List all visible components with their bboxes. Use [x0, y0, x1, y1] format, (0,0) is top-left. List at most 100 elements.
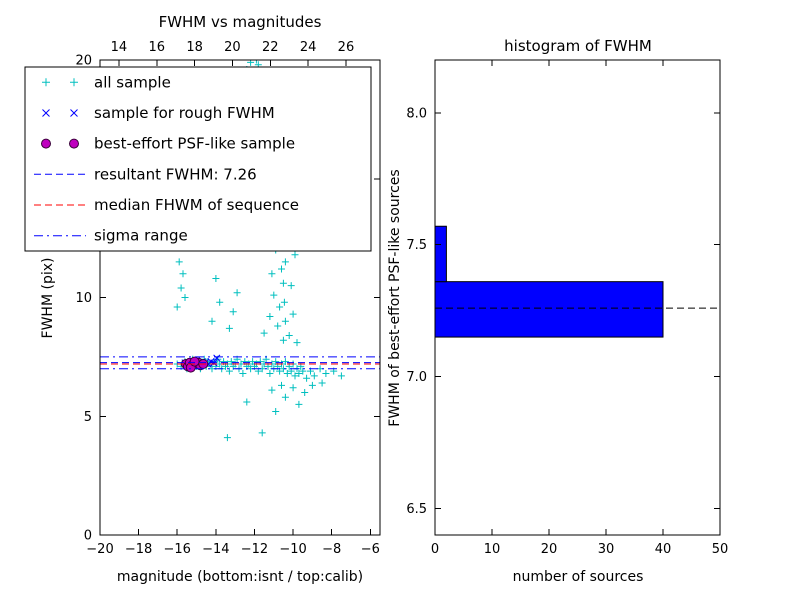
legend-label: sigma range	[94, 227, 188, 245]
scatter-point-plus	[291, 372, 299, 380]
scatter-point-plus	[308, 381, 316, 389]
scatter-point-plus	[285, 332, 293, 339]
right-plot-title: histogram of FWHM	[504, 37, 652, 55]
right-xtick-label: 0	[431, 542, 439, 557]
scatter-point-plus	[223, 434, 231, 442]
right-plot-frame	[434, 59, 721, 536]
scatter-point-plus	[274, 322, 282, 330]
scatter-point-plus	[173, 303, 181, 311]
scatter-point-plus	[303, 374, 311, 382]
scatter-point-plus	[266, 313, 274, 320]
left-plot-xlabel: magnitude (bottom:isnt / top:calib)	[117, 569, 363, 585]
legend-circle-icon	[69, 138, 79, 149]
right-ytick-label: 8.0	[406, 106, 427, 121]
scatter-point-plus	[249, 358, 257, 366]
legend-label: sample for rough FWHM	[94, 104, 275, 122]
calib-xtick-label: 24	[300, 40, 317, 55]
left-ytick-label: 20	[75, 54, 92, 69]
scatter-point-plus	[337, 372, 345, 380]
right-xtick-label: 30	[598, 542, 615, 557]
scatter-point-plus	[318, 379, 326, 387]
histogram-bar	[434, 225, 447, 283]
scatter-point-plus	[239, 370, 247, 377]
scatter-point-circle	[189, 356, 200, 367]
right-xtick-label: 40	[655, 542, 672, 557]
scatter-point-plus	[252, 60, 260, 64]
scatter-point-plus	[225, 367, 233, 375]
scatter-point-plus	[289, 310, 297, 318]
scatter-point-plus	[266, 370, 274, 377]
scatter-point-plus	[179, 270, 187, 278]
right-ytick-label: 7.5	[406, 238, 427, 253]
scatter-point-plus	[229, 308, 237, 316]
legend-label: best-effort PSF-like sample	[94, 135, 295, 153]
scatter-point-plus	[225, 324, 233, 332]
scatter-point-plus	[295, 400, 303, 408]
scatter-point-plus	[280, 298, 288, 306]
scatter-point-plus	[268, 386, 276, 394]
left-plot-title: FWHM vs magnitudes	[159, 13, 322, 31]
histogram-bar	[434, 281, 664, 338]
scatter-point-plus	[289, 384, 297, 392]
scatter-point-plus	[177, 284, 185, 292]
right-xtick-label: 10	[484, 542, 501, 557]
left-xtick-label: −20	[86, 542, 113, 557]
scatter-point-plus	[293, 339, 301, 347]
scatter-point-plus	[310, 372, 318, 380]
calib-xtick-label: 22	[262, 40, 279, 55]
scatter-point-plus	[233, 289, 241, 297]
right-xtick-label: 50	[712, 542, 729, 557]
left-ytick-label: 10	[75, 291, 92, 306]
scatter-point-plus	[283, 370, 291, 377]
calib-xtick-label: 18	[186, 40, 203, 55]
scatter-point-plus	[212, 275, 220, 282]
legend-box	[24, 66, 372, 252]
legend-label: resultant FWHM: 7.26	[94, 165, 257, 183]
plots-layer: −20 −18 −16 −14 −12 −10 −8 −6 14 16 18 20 22 24 26 0 5 10…	[24, 40, 729, 557]
scatter-point-plus	[301, 389, 309, 396]
scatter-point-plus	[175, 258, 183, 266]
legend-circle-icon	[41, 138, 51, 149]
scatter-point-plus	[291, 251, 299, 259]
scatter-point-plus	[258, 429, 266, 437]
right-plot-ylabel: FWHM of best-effort PSF-like sources	[387, 169, 403, 426]
left-plot-ylabel: FWHM (pix)	[40, 258, 56, 339]
legend-plus-icon	[42, 78, 50, 87]
right-ytick-label: 6.5	[406, 502, 427, 517]
calib-xtick-label: 20	[224, 40, 241, 55]
calib-xtick-label: 14	[111, 40, 128, 55]
scatter-point-plus	[279, 336, 287, 344]
scatter-point-plus	[216, 298, 224, 306]
scatter-point-plus	[270, 291, 278, 299]
scatter-point-plus	[260, 329, 268, 337]
scatter-point-plus	[243, 398, 251, 406]
left-xtick-label: −18	[125, 542, 152, 557]
left-xtick-label: −8	[322, 542, 341, 557]
right-ytick-label: 7.0	[406, 370, 427, 385]
left-ytick-label: 5	[84, 410, 92, 425]
scatter-point-plus	[272, 408, 280, 415]
scatter-point-plus	[276, 303, 284, 311]
scatter-point-plus	[281, 317, 289, 325]
left-xtick-label: −6	[361, 542, 380, 557]
scatter-point-plus	[181, 294, 189, 301]
scatter-point-plus	[268, 270, 276, 278]
right-plot-xlabel: number of sources	[513, 569, 644, 585]
scatter-point-x	[213, 354, 221, 362]
legend-label: all sample	[94, 73, 171, 91]
scatter-point-plus	[295, 370, 303, 377]
left-ytick-label: 0	[84, 529, 92, 544]
scatter-point-plus	[279, 279, 287, 287]
scatter-point-plus	[281, 393, 289, 401]
left-xtick-label: −12	[241, 542, 268, 557]
scatter-point-plus	[299, 367, 307, 375]
legend-plus-icon	[70, 78, 78, 87]
scatter-point-plus	[227, 358, 235, 366]
scatter-point-plus	[287, 282, 295, 290]
scatter-point-plus	[272, 358, 280, 366]
legend-x-icon	[70, 109, 78, 117]
scatter-point-plus	[278, 381, 285, 389]
scatter-point-plus	[322, 370, 330, 377]
